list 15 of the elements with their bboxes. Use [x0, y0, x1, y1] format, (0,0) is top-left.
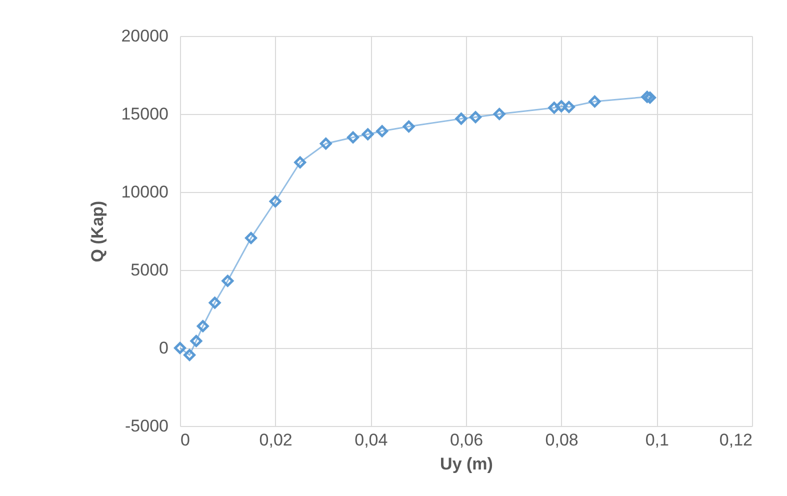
y-tick-label: -5000 — [125, 416, 168, 436]
x-tick-label: 0 — [180, 430, 190, 450]
x-axis-title: Uy (m) — [440, 454, 493, 474]
y-tick-label: 15000 — [121, 104, 168, 124]
y-tick-label: 20000 — [121, 26, 168, 46]
x-tick-label: 0,04 — [354, 430, 388, 450]
y-axis-title: Q (Kap) — [88, 200, 108, 262]
x-tick-label: 0,06 — [450, 430, 484, 450]
y-tick-label: 5000 — [130, 260, 168, 280]
y-tick-label: 0 — [159, 338, 168, 358]
x-tick-label: 0,02 — [259, 430, 292, 450]
y-tick-label: 10000 — [121, 182, 168, 202]
x-tick-label: 0,08 — [545, 430, 578, 450]
x-tick-label: 0,12 — [719, 430, 752, 450]
x-tick-label: 0,1 — [645, 430, 669, 450]
